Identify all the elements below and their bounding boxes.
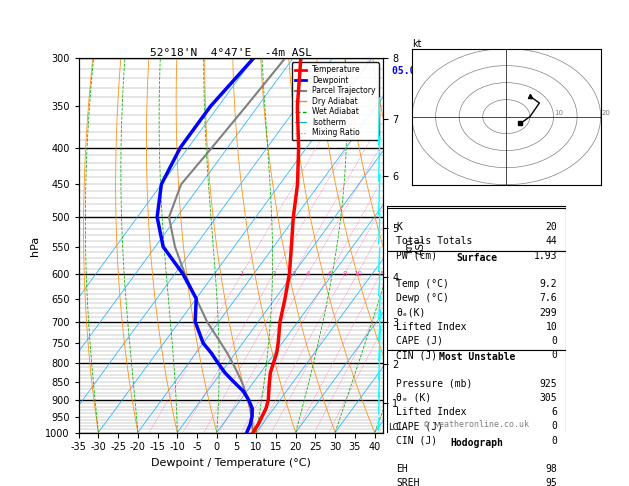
Text: SREH: SREH [396, 478, 420, 486]
Bar [387, 350, 566, 435]
Text: 98: 98 [545, 464, 557, 474]
Text: 2: 2 [272, 271, 276, 277]
Text: 299: 299 [540, 308, 557, 317]
Text: Totals Totals: Totals Totals [396, 237, 472, 246]
Text: Pressure (mb): Pressure (mb) [396, 379, 472, 389]
Text: 6: 6 [327, 271, 331, 277]
Text: 1.93: 1.93 [533, 251, 557, 260]
Text: © weatheronline.co.uk: © weatheronline.co.uk [424, 420, 529, 429]
Text: 0: 0 [551, 421, 557, 431]
Y-axis label: km
ASL: km ASL [404, 236, 426, 255]
Text: 6: 6 [551, 407, 557, 417]
Text: kt: kt [412, 38, 421, 49]
Text: 7.6: 7.6 [540, 294, 557, 303]
Text: 4: 4 [306, 271, 310, 277]
Text: 3: 3 [291, 271, 296, 277]
Text: 15: 15 [376, 271, 385, 277]
Bar [387, 435, 566, 486]
X-axis label: Dewpoint / Temperature (°C): Dewpoint / Temperature (°C) [150, 458, 311, 468]
FancyBboxPatch shape [387, 206, 566, 336]
Text: 8: 8 [343, 271, 347, 277]
Text: 20: 20 [602, 110, 611, 116]
Text: 305: 305 [540, 393, 557, 403]
Title: 52°18'N  4°47'E  -4m ASL: 52°18'N 4°47'E -4m ASL [150, 48, 311, 57]
Text: CAPE (J): CAPE (J) [396, 421, 443, 431]
Text: 44: 44 [545, 237, 557, 246]
Text: 0: 0 [551, 350, 557, 360]
Bar [387, 208, 566, 251]
Text: θₑ(K): θₑ(K) [396, 308, 426, 317]
Text: 925: 925 [540, 379, 557, 389]
Y-axis label: hPa: hPa [30, 235, 40, 256]
Text: Most Unstable: Most Unstable [438, 352, 515, 363]
Text: Surface: Surface [456, 253, 498, 263]
Text: Temp (°C): Temp (°C) [396, 279, 449, 289]
Text: 95: 95 [545, 478, 557, 486]
Text: PW (cm): PW (cm) [396, 251, 437, 260]
Text: Lifted Index: Lifted Index [396, 322, 467, 332]
Text: EH: EH [396, 464, 408, 474]
Text: CAPE (J): CAPE (J) [396, 336, 443, 346]
Text: CIN (J): CIN (J) [396, 350, 437, 360]
Text: 10: 10 [353, 271, 362, 277]
Text: 0: 0 [551, 336, 557, 346]
Text: 20: 20 [545, 222, 557, 232]
Text: Hodograph: Hodograph [450, 438, 503, 448]
Text: 10: 10 [555, 110, 564, 116]
Text: 05.05.2024  06GMT  (Base: 06): 05.05.2024 06GMT (Base: 06) [391, 66, 562, 76]
Text: 10: 10 [545, 322, 557, 332]
Text: Dewp (°C): Dewp (°C) [396, 294, 449, 303]
Text: θₑ (K): θₑ (K) [396, 393, 431, 403]
Text: 0: 0 [551, 435, 557, 446]
Bar [387, 251, 566, 350]
Text: 1: 1 [240, 271, 244, 277]
Text: 9.2: 9.2 [540, 279, 557, 289]
Text: Lifted Index: Lifted Index [396, 407, 467, 417]
Text: K: K [396, 222, 402, 232]
Text: LCL: LCL [389, 423, 404, 433]
Text: CIN (J): CIN (J) [396, 435, 437, 446]
Legend: Temperature, Dewpoint, Parcel Trajectory, Dry Adiabat, Wet Adiabat, Isotherm, Mi: Temperature, Dewpoint, Parcel Trajectory… [291, 62, 379, 140]
